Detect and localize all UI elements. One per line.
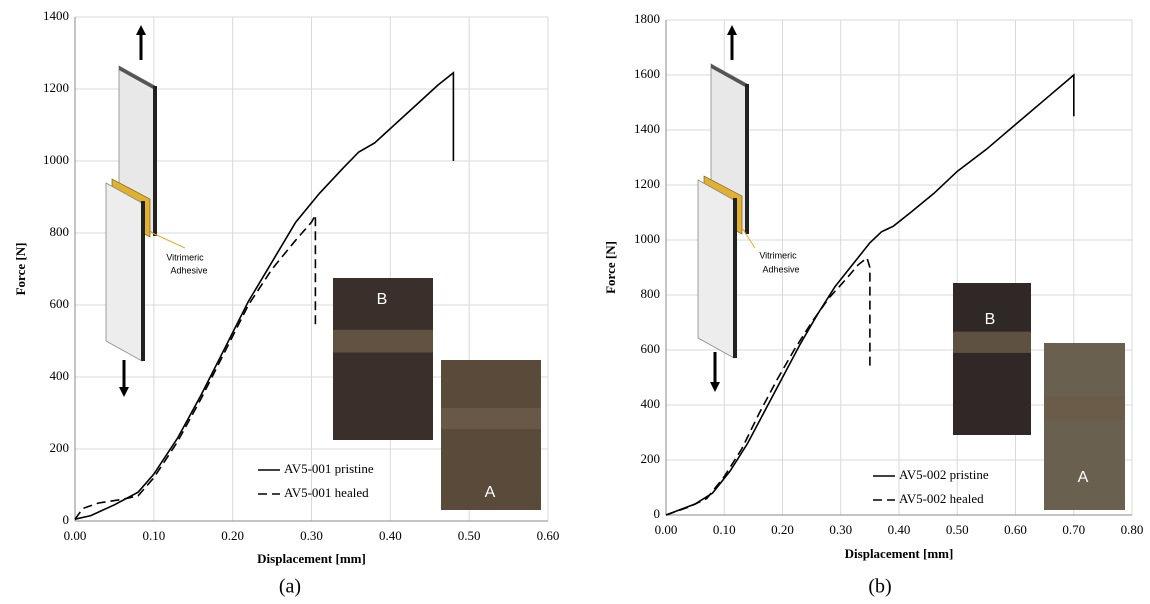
panel-label: (b)	[868, 576, 891, 598]
specimen-plate	[105, 182, 143, 362]
arrow-head	[710, 382, 720, 392]
x-tick-label: 0.30	[829, 522, 852, 537]
x-tick-label: 0.50	[458, 528, 481, 543]
x-tick-label: 0.20	[221, 528, 244, 543]
photo-band	[1044, 396, 1125, 420]
photo-band	[333, 329, 433, 353]
data-line	[74, 214, 317, 520]
specimen-edge	[141, 201, 145, 361]
panel-label: (a)	[279, 576, 301, 598]
x-tick-label: 0.00	[64, 528, 87, 543]
specimen-edge	[745, 84, 749, 234]
specimen-plate	[697, 179, 735, 359]
data-line	[74, 71, 455, 520]
y-tick-label: 800	[50, 224, 70, 239]
annotation: B	[985, 311, 996, 328]
legend-label: AV5-001 pristine	[284, 461, 374, 476]
specimen-edge	[711, 64, 747, 88]
leader-line	[149, 231, 186, 249]
specimen-edge	[733, 198, 737, 358]
y-tick-label: 1200	[634, 176, 660, 191]
y-tick-label: 1000	[634, 231, 660, 246]
y-tick-label: 1400	[634, 121, 660, 136]
chart-panel: 0 200 400 600 800 1000 1200 1400 0.00 0.10 0.20 0.3…	[13, 8, 559, 598]
specimen-photo	[333, 278, 433, 440]
y-tick-label: 1800	[634, 11, 660, 26]
specimen-photo	[1044, 343, 1125, 510]
annotation: Adhesive	[170, 265, 207, 275]
x-tick-label: 0.70	[1062, 522, 1085, 537]
y-axis-title: Force [N]	[603, 241, 618, 294]
photo-band	[953, 331, 1031, 353]
annotation: Vitrimeric	[759, 250, 797, 260]
arrow-head	[727, 25, 737, 35]
chart-panel: 0 200 400 600 800 1000 1200 1400 1600 1800 0.00 0.1…	[603, 11, 1143, 598]
data-line	[665, 256, 871, 516]
legend-label: AV5-002 healed	[899, 491, 984, 506]
y-tick-label: 800	[641, 286, 661, 301]
x-tick-label: 0.10	[713, 522, 736, 537]
x-axis-title: Displacement [mm]	[257, 551, 366, 566]
leader-line	[741, 227, 756, 249]
specimen-edge	[119, 66, 155, 90]
x-tick-label: 0.00	[655, 522, 678, 537]
data-line	[665, 73, 1075, 516]
x-tick-label: 0.60	[1004, 522, 1027, 537]
y-tick-label: 200	[50, 440, 70, 455]
specimen-photo	[441, 360, 541, 510]
y-tick-label: 600	[641, 341, 661, 356]
y-tick-label: 1000	[43, 152, 69, 167]
y-tick-label: 400	[641, 396, 661, 411]
x-tick-label: 0.50	[946, 522, 969, 537]
y-tick-label: 0	[63, 512, 70, 527]
x-tick-label: 0.20	[771, 522, 794, 537]
specimen-photo	[953, 283, 1031, 435]
x-tick-label: 0.30	[300, 528, 323, 543]
x-tick-label: 0.40	[888, 522, 911, 537]
annotation: A	[1078, 469, 1089, 486]
annotation: A	[485, 484, 496, 501]
y-axis-title: Force [N]	[13, 243, 28, 296]
annotation: Adhesive	[762, 264, 799, 274]
x-tick-label: 0.40	[379, 528, 402, 543]
annotation: B	[377, 291, 388, 308]
photo-band	[441, 408, 541, 429]
x-tick-label: 0.80	[1121, 522, 1144, 537]
arrow-head	[136, 25, 146, 35]
annotation: Vitrimeric	[166, 252, 204, 262]
y-tick-label: 600	[50, 296, 70, 311]
arrow-head	[119, 387, 129, 397]
x-tick-label: 0.60	[537, 528, 560, 543]
y-tick-label: 1600	[634, 66, 660, 81]
legend-label: AV5-001 healed	[284, 485, 369, 500]
x-axis-title: Displacement [mm]	[845, 546, 954, 561]
x-tick-label: 0.10	[142, 528, 165, 543]
y-tick-label: 1200	[43, 80, 69, 95]
y-tick-label: 0	[654, 506, 661, 521]
legend-label: AV5-002 pristine	[899, 467, 989, 482]
y-tick-label: 1400	[43, 8, 69, 23]
y-tick-label: 200	[641, 451, 661, 466]
specimen-edge	[153, 86, 157, 236]
y-tick-label: 400	[50, 368, 70, 383]
